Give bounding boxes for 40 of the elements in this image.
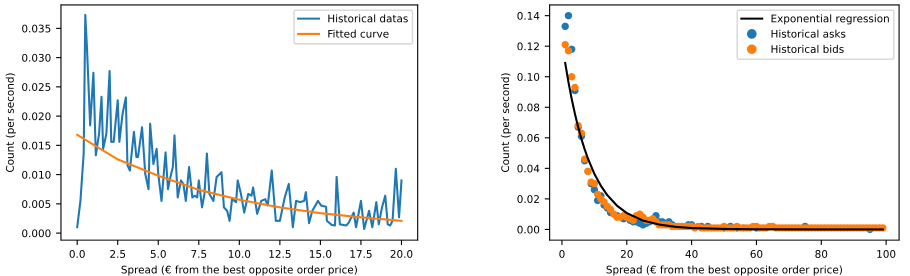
legend-label: Fitted curve: [328, 30, 389, 38]
x-axis-title: Spread (€ from the best opposite order price): [606, 265, 842, 276]
y-tick-label: 0.030: [22, 54, 51, 62]
x-tick-label: 5.0: [150, 250, 166, 258]
y-tick-label: 0.04: [517, 164, 540, 172]
x-tick-label: 60: [750, 250, 762, 258]
x-tick-label: 12.5: [269, 250, 291, 258]
y-tick-label: 0.10: [517, 72, 540, 81]
legend-label: Historical asks: [772, 30, 846, 38]
y-axis-title: Count (per second): [6, 73, 16, 172]
y-tick-label: 0.020: [22, 112, 51, 120]
x-tick-label: 7.5: [191, 250, 206, 258]
y-tick-label: 0.010: [22, 170, 51, 179]
legend-label: Historical bids: [772, 44, 844, 53]
y-tick-label: 0.12: [517, 42, 539, 50]
x-axis-title: Spread (€ from the best opposite order price): [122, 265, 357, 276]
y-axis-title: Count (per second): [501, 73, 512, 172]
x-tick-label: 10.0: [228, 250, 250, 258]
x-tick-label: 20.0: [390, 250, 412, 258]
y-tick-label: 0.025: [22, 83, 50, 91]
x-tick-label: 80: [815, 250, 828, 258]
x-tick-label: 17.5: [350, 250, 372, 258]
x-tick-label: 0.0: [70, 250, 85, 258]
y-tick-label: 0.14: [517, 12, 540, 20]
y-tick-label: 0.015: [22, 142, 50, 150]
y-tick-label: 0.035: [22, 24, 50, 32]
x-tick-label: 15.0: [310, 250, 332, 258]
y-tick-label: 0.000: [22, 229, 51, 238]
x-tick-label: 100: [877, 250, 896, 258]
y-tick-label: 0.00: [517, 226, 540, 234]
x-tick-label: 20: [620, 250, 633, 258]
y-tick-label: 0.005: [22, 200, 50, 208]
legend-label: Exponential regression: [772, 14, 889, 24]
legend-label: Historical datas: [328, 14, 408, 22]
x-tick-label: 2.5: [110, 250, 126, 258]
x-tick-label: 0: [559, 250, 565, 258]
y-tick-label: 0.02: [517, 195, 539, 203]
x-tick-label: 40: [686, 250, 698, 258]
y-tick-label: 0.06: [517, 134, 540, 142]
y-tick-label: 0.08: [517, 104, 540, 112]
